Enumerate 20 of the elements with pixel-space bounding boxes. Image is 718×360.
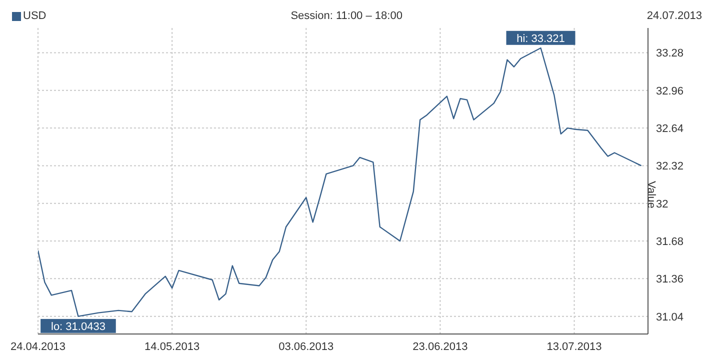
- y-tick-label: 32: [656, 198, 668, 210]
- y-tick-label: 31.04: [656, 311, 684, 324]
- y-tick-label: 33.28: [656, 48, 684, 60]
- annotation: lo: 31.0433: [51, 320, 106, 333]
- x-tick-label: 23.06.2013: [412, 340, 468, 353]
- x-tick-label: 14.05.2013: [144, 340, 200, 353]
- y-tick-label: 31.68: [656, 236, 684, 248]
- y-tick-label: 32.64: [656, 122, 684, 135]
- y-tick-label: 32.32: [656, 160, 684, 173]
- y-axis-title: Value: [645, 181, 658, 208]
- x-tick-label: 03.06.2013: [278, 340, 334, 353]
- x-tick-label: 13.07.2013: [546, 340, 602, 353]
- y-tick-label: 31.36: [656, 274, 684, 286]
- text: 24.07.2013: [646, 10, 702, 22]
- chart-subtitle: Session: 11:00 – 18:00: [290, 10, 402, 22]
- annotation: hi: 33.321: [516, 32, 565, 45]
- line-series: [38, 47, 642, 317]
- x-tick-label: 24.04.2013: [10, 340, 66, 353]
- legend-label: USD: [22, 10, 46, 22]
- y-tick-label: 32.96: [656, 85, 684, 98]
